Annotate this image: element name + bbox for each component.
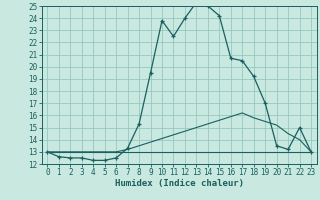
X-axis label: Humidex (Indice chaleur): Humidex (Indice chaleur) [115, 179, 244, 188]
